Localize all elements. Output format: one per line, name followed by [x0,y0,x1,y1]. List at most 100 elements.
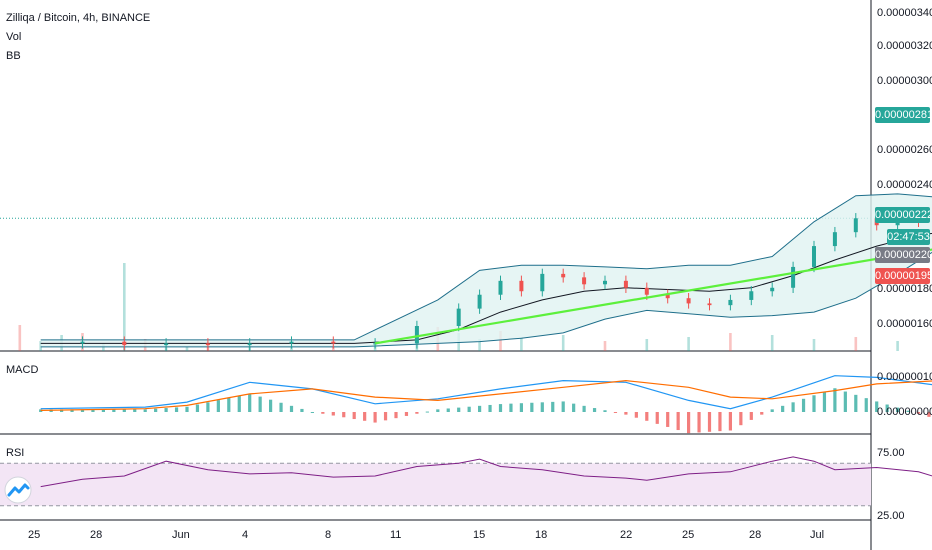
macd-tick-label: 0.00000000 [877,406,932,418]
tradingview-logo[interactable] [4,476,32,504]
macd-histogram-bar [310,412,314,413]
macd-histogram-bar [739,412,743,426]
rsi-pane-label[interactable]: RSI [6,447,25,459]
volume-indicator-label[interactable]: Vol [6,31,22,43]
rsi-tick-label: 75.00 [877,447,905,459]
macd-histogram-bar [112,409,116,412]
candle-body [686,298,691,304]
tradingview-logo-icon [4,476,32,504]
symbol-title[interactable]: Zilliqa / Bitcoin, 4h, BINANCE [6,12,151,24]
volume-bar [812,339,816,351]
macd-histogram-bar [885,404,889,412]
macd-histogram-bar [592,408,597,412]
time-tick-label: 15 [473,529,486,541]
volume-bar [854,337,858,351]
macd-histogram-bar [289,405,294,412]
target-price-tag: 0.00000281 [875,107,930,123]
macd-pane-label[interactable]: MACD [6,364,39,376]
macd-histogram-bar [478,405,482,412]
volume-bar [478,339,481,351]
macd-histogram-bar [781,405,785,412]
candle-body [519,280,524,292]
macd-histogram-bar [91,409,95,412]
macd-signal-line [40,379,932,411]
candle-body [853,218,858,233]
macd-histogram-bar [551,401,555,412]
candle-body [164,343,169,346]
macd-histogram-bar [352,412,356,420]
macd-histogram-bar [342,412,346,418]
volume-bar [561,335,565,351]
volume-bar [520,337,523,351]
macd-histogram-bar [185,406,189,412]
candle-body [498,280,503,295]
macd-histogram-bar [801,398,806,412]
macd-histogram-bar [603,410,607,412]
candle-body [644,287,649,295]
candle-body [623,280,628,288]
macd-histogram-bar [770,409,774,412]
macd-histogram-bar [540,402,544,412]
price-tick-label: 0.00000300 [877,75,932,87]
macd-histogram-bar [237,395,241,412]
macd-histogram-bar [561,401,565,412]
macd-histogram-bar [425,411,429,413]
macd-histogram-bar [927,412,931,417]
bar-countdown-tag: 02:47:53 [887,229,930,245]
macd-histogram-bar [760,412,764,415]
macd-histogram-bar [80,409,85,412]
macd-histogram-bar [394,412,398,419]
candle-body [728,299,733,306]
macd-line [40,375,932,410]
macd-histogram-bar [519,403,523,412]
macd-histogram-bar [373,412,377,423]
candle-body [456,308,461,326]
macd-histogram-bar [655,412,659,424]
macd-histogram-bar [363,412,367,421]
rsi-tick-label: 25.00 [877,510,905,519]
macd-histogram-bar [174,407,179,412]
candle-body [749,291,754,300]
macd-histogram-bar [279,402,283,412]
volume-bar [185,347,189,351]
macd-histogram-bar [530,402,534,412]
volume-bar [603,341,607,351]
stop-price-tag: 0.00000195 [875,268,930,284]
candle-body [561,273,566,278]
macd-histogram-bar [822,391,827,412]
candle-body [247,343,252,346]
macd-histogram-bar [383,412,388,421]
macd-histogram-bar [195,404,200,412]
macd-histogram-bar [258,396,262,412]
macd-histogram-bar [833,388,837,412]
macd-histogram-bar [896,407,900,412]
time-tick-label: 28 [749,529,762,541]
macd-histogram-bar [436,409,440,412]
macd-histogram-bar [60,409,64,412]
macd-histogram-bar [446,408,450,412]
volume-bar [18,325,22,351]
macd-histogram-bar [854,394,858,412]
entry-price-tag: 0.00000220 [875,247,930,263]
macd-histogram-bar [906,410,910,412]
candle-body [791,266,796,288]
macd-tick-label: 0.00000010 [877,371,932,383]
bollinger-indicator-label[interactable]: BB [6,50,21,62]
candle-body [373,343,378,345]
macd-histogram-bar [122,409,126,412]
macd-histogram-bar [718,412,722,432]
macd-histogram-bar [206,402,210,412]
macd-histogram-bar [248,393,252,412]
price-tick-label: 0.00000160 [877,318,932,330]
macd-histogram-bar [624,412,628,415]
candle-body [331,341,336,344]
price-tick-label: 0.00000180 [877,283,932,295]
time-tick-label: Jun [172,529,190,541]
macd-histogram-bar [101,409,105,412]
candle-body [665,294,670,299]
macd-histogram-bar [415,412,419,414]
trendline [374,248,932,345]
time-tick-label: Jul [810,529,825,541]
candle-body [832,232,837,247]
